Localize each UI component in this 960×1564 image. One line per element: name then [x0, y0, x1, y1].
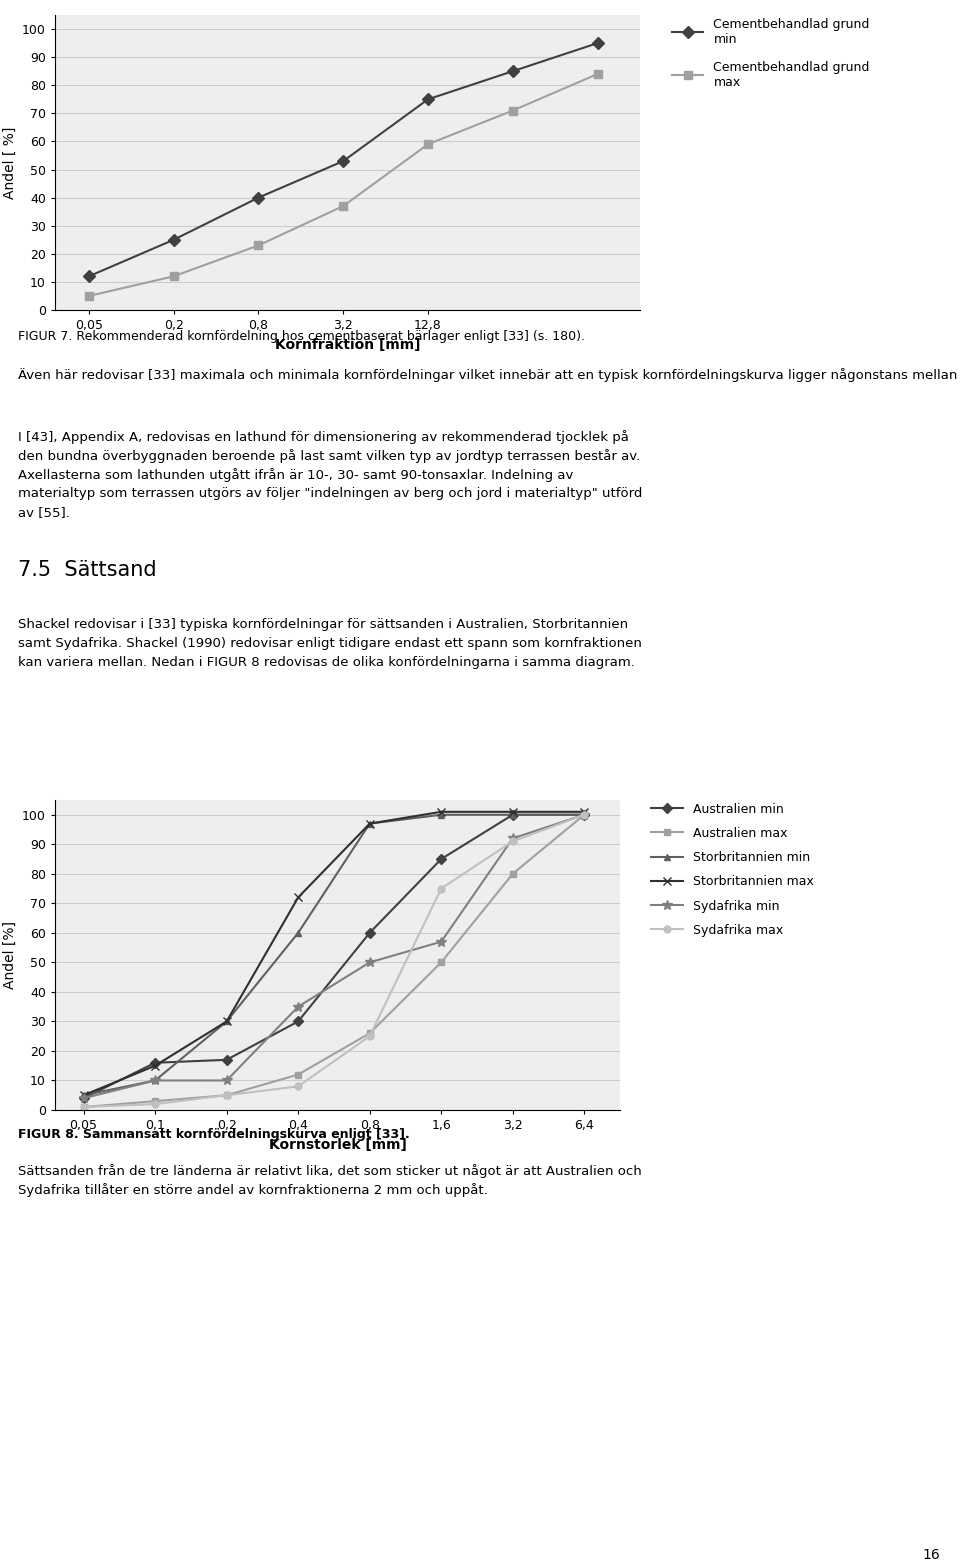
Sydafrika max — [221, 1085, 232, 1104]
Australien max — [293, 1065, 304, 1084]
Australien max — [221, 1085, 232, 1104]
Text: 16: 16 — [923, 1548, 940, 1562]
Text: kan variera mellan. Nedan i FIGUR 8 redovisas de olika konfördelningarna i samma: kan variera mellan. Nedan i FIGUR 8 redo… — [18, 655, 635, 669]
Storbritannien min — [436, 805, 447, 824]
Australien min — [364, 923, 375, 942]
Australien max — [507, 865, 518, 884]
Cementbehandlad grund
max — [422, 135, 434, 153]
Sydafrika max — [364, 1028, 375, 1046]
Text: Shackel redovisar i [33] typiska kornfördelningar för sättsanden i Australien, S: Shackel redovisar i [33] typiska kornför… — [18, 618, 628, 630]
Storbritannien min — [364, 815, 375, 834]
Cementbehandlad grund
max — [592, 64, 604, 83]
Line: Cementbehandlad grund
max: Cementbehandlad grund max — [84, 70, 602, 300]
Sydafrika min — [364, 952, 375, 971]
Storbritannien min — [221, 1012, 232, 1031]
Storbritannien min — [293, 923, 304, 942]
Australien max — [579, 805, 590, 824]
Sydafrika min — [507, 829, 518, 848]
Australien min — [579, 805, 590, 824]
Australien max — [150, 1092, 161, 1110]
Text: FIGUR 8. Sammansatt kornfördelningskurva enligt [33].: FIGUR 8. Sammansatt kornfördelningskurva… — [18, 1128, 410, 1142]
Australien max — [436, 952, 447, 971]
Text: samt Sydafrika. Shackel (1990) redovisar enligt tidigare endast ett spann som ko: samt Sydafrika. Shackel (1990) redovisar… — [18, 637, 642, 651]
Cementbehandlad grund
max — [507, 102, 518, 120]
Australien max — [364, 1024, 375, 1043]
Y-axis label: Andel [ %]: Andel [ %] — [3, 127, 16, 199]
Text: Sydafrika tillåter en större andel av kornfraktionerna 2 mm och uppåt.: Sydafrika tillåter en större andel av ko… — [18, 1182, 488, 1196]
Line: Cementbehandlad grund
min: Cementbehandlad grund min — [84, 39, 602, 280]
Storbritannien max — [436, 802, 447, 821]
Sydafrika max — [293, 1078, 304, 1096]
Cementbehandlad grund
max — [84, 286, 95, 305]
Cementbehandlad grund
max — [252, 236, 264, 255]
X-axis label: Kornfraktion [mm]: Kornfraktion [mm] — [275, 338, 420, 352]
Cementbehandlad grund
min — [592, 34, 604, 53]
Cementbehandlad grund
min — [84, 267, 95, 286]
Text: Även här redovisar [33] maximala och minimala kornfördelningar vilket innebär at: Även här redovisar [33] maximala och min… — [18, 368, 960, 382]
Line: Australien min: Australien min — [80, 812, 588, 1101]
Cementbehandlad grund
min — [338, 152, 349, 170]
Y-axis label: Andel [%]: Andel [%] — [3, 921, 16, 988]
Sydafrika min — [579, 805, 590, 824]
Storbritannien min — [150, 1071, 161, 1090]
Text: 7.5  Sättsand: 7.5 Sättsand — [18, 560, 156, 580]
Text: materialtyp som terrassen utgörs av följer "indelningen av berg och jord i mater: materialtyp som terrassen utgörs av följ… — [18, 486, 642, 500]
Sydafrika min — [293, 998, 304, 1017]
Storbritannien min — [579, 805, 590, 824]
Sydafrika max — [579, 805, 590, 824]
Australien min — [221, 1051, 232, 1070]
Line: Storbritannien max: Storbritannien max — [80, 807, 588, 1099]
Sydafrika min — [221, 1071, 232, 1090]
Storbritannien max — [293, 888, 304, 907]
Australien min — [436, 849, 447, 868]
Text: FIGUR 7. Rekommenderad kornfördelning hos cementbaserat bärlager enligt [33] (s.: FIGUR 7. Rekommenderad kornfördelning ho… — [18, 330, 585, 343]
Storbritannien max — [78, 1085, 89, 1104]
Storbritannien max — [150, 1056, 161, 1074]
Storbritannien min — [78, 1085, 89, 1104]
Cementbehandlad grund
min — [422, 89, 434, 108]
Storbritannien max — [507, 802, 518, 821]
Text: Axellasterna som lathunden utgått ifrån är 10-, 30- samt 90-tonsaxlar. Indelning: Axellasterna som lathunden utgått ifrån … — [18, 468, 573, 482]
Sydafrika max — [150, 1095, 161, 1114]
Text: I [43], Appendix A, redovisas en lathund för dimensionering av rekommenderad tjo: I [43], Appendix A, redovisas en lathund… — [18, 430, 629, 444]
Storbritannien max — [221, 1012, 232, 1031]
Storbritannien min — [507, 805, 518, 824]
Australien max — [78, 1098, 89, 1117]
Text: av [55].: av [55]. — [18, 507, 70, 519]
Cementbehandlad grund
min — [507, 63, 518, 81]
Cementbehandlad grund
max — [168, 267, 180, 286]
Cementbehandlad grund
max — [338, 197, 349, 216]
Text: den bundna överbyggnaden beroende på last samt vilken typ av jordtyp terrassen b: den bundna överbyggnaden beroende på las… — [18, 449, 640, 463]
Line: Australien max: Australien max — [80, 812, 588, 1110]
Australien min — [507, 805, 518, 824]
Australien min — [293, 1012, 304, 1031]
Australien min — [150, 1054, 161, 1073]
Line: Sydafrika min: Sydafrika min — [79, 810, 589, 1103]
Sydafrika max — [507, 832, 518, 851]
Legend: Australien min, Australien max, Storbritannien min, Storbritannien max, Sydafrik: Australien min, Australien max, Storbrit… — [649, 801, 816, 940]
Sydafrika min — [78, 1089, 89, 1107]
Line: Sydafrika max: Sydafrika max — [80, 812, 588, 1110]
Sydafrika max — [436, 879, 447, 898]
Sydafrika max — [78, 1098, 89, 1117]
Australien min — [78, 1089, 89, 1107]
X-axis label: Kornstorlek [mm]: Kornstorlek [mm] — [269, 1137, 406, 1151]
Sydafrika min — [150, 1071, 161, 1090]
Legend: Cementbehandlad grund
min, Cementbehandlad grund
max: Cementbehandlad grund min, Cementbehandl… — [670, 16, 873, 91]
Line: Storbritannien min: Storbritannien min — [80, 812, 588, 1099]
Sydafrika min — [436, 932, 447, 951]
Cementbehandlad grund
min — [252, 188, 264, 206]
Cementbehandlad grund
min — [168, 230, 180, 249]
Storbritannien max — [579, 802, 590, 821]
Text: Sättsanden från de tre länderna är relativt lika, det som sticker ut något är at: Sättsanden från de tre länderna är relat… — [18, 1164, 641, 1178]
Storbritannien max — [364, 815, 375, 834]
